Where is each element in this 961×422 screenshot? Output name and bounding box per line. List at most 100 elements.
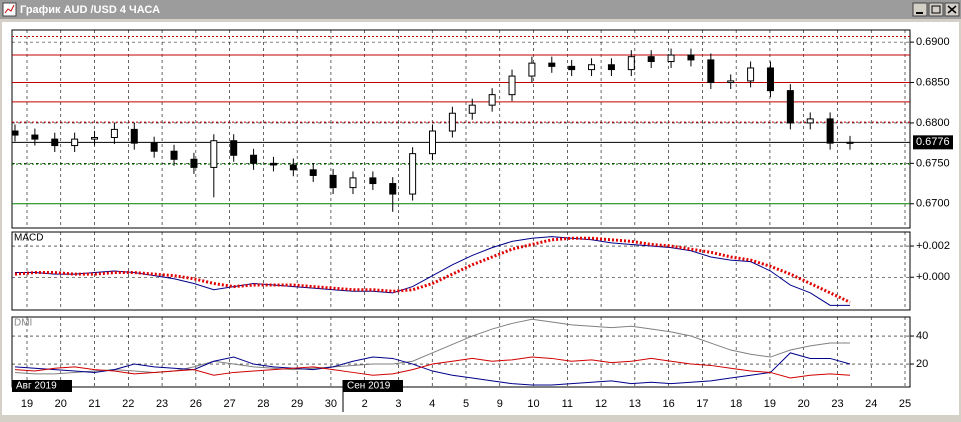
- y-tick-label: 0.6750: [916, 157, 950, 169]
- candle-body: [508, 75, 516, 96]
- candle-body: [607, 64, 615, 71]
- y-tick-label: 0.6900: [916, 36, 950, 48]
- candle-body: [329, 174, 337, 189]
- y-tick-label: 0.6850: [916, 76, 950, 88]
- indicator-line: [15, 236, 850, 306]
- x-tick-label: 25: [899, 398, 911, 410]
- candle-body: [269, 162, 277, 166]
- x-tick-label: 2: [362, 398, 368, 410]
- close-icon: [947, 5, 957, 14]
- x-tick-label: 20: [55, 398, 67, 410]
- y-tick-label: 20: [916, 358, 928, 370]
- x-tick-label: 9: [497, 398, 503, 410]
- candle-body: [747, 67, 755, 82]
- x-tick-label: 19: [21, 398, 33, 410]
- candle-body: [309, 169, 317, 176]
- candle-body: [528, 62, 536, 77]
- candle-body: [786, 90, 794, 124]
- indicator-line: [14, 236, 851, 304]
- candle-body: [667, 54, 675, 63]
- candle-body: [448, 112, 456, 132]
- x-tick-label: 29: [291, 398, 303, 410]
- month-box: [343, 380, 403, 392]
- candle-body: [846, 141, 854, 144]
- panel: [11, 231, 911, 311]
- y-tick-label: +0.000: [916, 271, 950, 283]
- candle-body: [429, 130, 436, 155]
- x-tick-label: 4: [429, 398, 435, 410]
- candle-body: [170, 150, 178, 160]
- panel-title: MACD: [14, 233, 43, 244]
- y-tick-label: 0.6800: [916, 117, 950, 129]
- candle-body: [349, 177, 357, 189]
- candle-body: [568, 65, 576, 71]
- x-tick-label: 28: [257, 398, 269, 410]
- indicator-line: [14, 356, 851, 379]
- window-title: График AUD /USD 4 ЧАСА: [20, 4, 160, 16]
- last-price-label: 0.6776: [916, 136, 950, 148]
- candle-body: [210, 140, 218, 168]
- x-tick-label: 24: [865, 398, 877, 410]
- x-tick-label: 20: [798, 398, 810, 410]
- maximize-icon: [931, 5, 941, 14]
- indicator-line: [14, 352, 851, 386]
- candle-body: [51, 138, 59, 147]
- x-tick-label: 21: [88, 398, 100, 410]
- maximize-button[interactable]: [928, 2, 944, 17]
- candle-body: [389, 183, 397, 195]
- candle-body: [588, 64, 596, 71]
- candle-body: [91, 136, 99, 140]
- x-tick-label: 13: [629, 398, 641, 410]
- candle-body: [71, 138, 79, 147]
- x-tick-label: 17: [696, 398, 708, 410]
- candle-body: [190, 158, 198, 168]
- candle-body: [369, 177, 377, 185]
- x-tick-label: 30: [325, 398, 337, 410]
- window-icon-line: [4, 4, 15, 14]
- candle-body: [11, 130, 19, 136]
- candle-body: [230, 140, 238, 156]
- candle-body: [548, 62, 556, 67]
- y-tick-label: 0.6700: [916, 198, 950, 210]
- panel-title: DMI: [14, 318, 32, 329]
- y-tick-label: +0.002: [916, 240, 950, 252]
- candle-body: [826, 118, 834, 144]
- candle-body: [727, 80, 735, 84]
- minimize-button[interactable]: [912, 2, 928, 17]
- x-tick-label: 27: [223, 398, 235, 410]
- x-tick-label: 19: [764, 398, 776, 410]
- x-tick-label: 22: [122, 398, 134, 410]
- candle-body: [707, 59, 715, 84]
- x-tick-label: 23: [156, 398, 168, 410]
- candle-body: [647, 56, 655, 63]
- candle-body: [250, 154, 258, 164]
- candle-body: [150, 142, 158, 152]
- y-tick-label: 40: [916, 330, 928, 342]
- candle-body: [409, 153, 417, 195]
- x-tick-label: 26: [190, 398, 202, 410]
- x-tick-label: 5: [463, 398, 469, 410]
- candle-body: [488, 94, 496, 106]
- candle-body: [31, 134, 39, 140]
- candle-body: [627, 56, 635, 71]
- window-buttons[interactable]: [912, 2, 960, 17]
- candle-body: [110, 128, 118, 138]
- x-tick-label: 10: [527, 398, 539, 410]
- x-tick-label: 23: [831, 398, 843, 410]
- title-bar: [0, 0, 961, 19]
- candle-body: [766, 67, 774, 92]
- panel: [11, 29, 911, 229]
- x-tick-label: 12: [595, 398, 607, 410]
- candle-body: [687, 54, 695, 61]
- last-price-box: [913, 135, 953, 150]
- candle-body: [289, 164, 297, 171]
- x-tick-label: 16: [662, 398, 674, 410]
- month-box: [12, 380, 72, 392]
- candle-body: [806, 118, 814, 124]
- x-tick-label: 18: [730, 398, 742, 410]
- candle-body: [468, 104, 476, 114]
- panel: [11, 316, 911, 388]
- month-label: Авг 2019: [16, 381, 57, 392]
- x-tick-label: 3: [395, 398, 401, 410]
